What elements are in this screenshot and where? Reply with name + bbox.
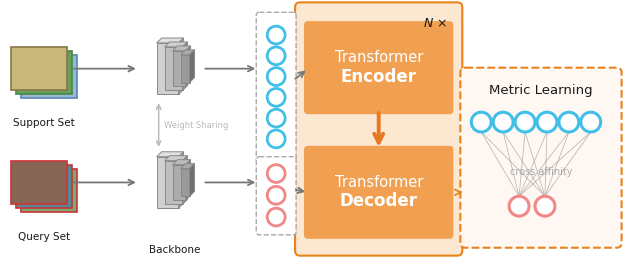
Polygon shape <box>185 160 190 200</box>
Polygon shape <box>178 152 183 208</box>
Polygon shape <box>156 152 183 157</box>
Text: $N$ ×: $N$ × <box>423 17 448 30</box>
Circle shape <box>471 112 491 132</box>
Circle shape <box>267 88 285 106</box>
Text: Transformer: Transformer <box>334 50 423 65</box>
Circle shape <box>537 112 557 132</box>
Text: Weight Sharing: Weight Sharing <box>163 121 228 129</box>
Polygon shape <box>165 42 188 47</box>
Polygon shape <box>173 46 190 51</box>
FancyBboxPatch shape <box>165 161 183 204</box>
Circle shape <box>267 109 285 127</box>
Polygon shape <box>190 50 195 82</box>
FancyBboxPatch shape <box>180 168 190 196</box>
Polygon shape <box>156 38 183 43</box>
FancyBboxPatch shape <box>460 68 622 248</box>
Polygon shape <box>180 164 195 168</box>
FancyBboxPatch shape <box>295 2 463 256</box>
FancyBboxPatch shape <box>256 12 296 162</box>
Circle shape <box>515 112 535 132</box>
Polygon shape <box>190 164 195 196</box>
Text: cross affinity: cross affinity <box>510 167 572 177</box>
FancyBboxPatch shape <box>16 165 72 208</box>
Text: Query Set: Query Set <box>18 232 70 242</box>
Circle shape <box>535 196 555 216</box>
Circle shape <box>267 68 285 86</box>
Polygon shape <box>165 156 188 161</box>
Polygon shape <box>183 156 188 204</box>
Circle shape <box>581 112 601 132</box>
FancyBboxPatch shape <box>156 157 178 208</box>
Circle shape <box>493 112 513 132</box>
Polygon shape <box>185 46 190 87</box>
Text: Encoder: Encoder <box>341 68 417 86</box>
FancyBboxPatch shape <box>16 51 72 94</box>
FancyBboxPatch shape <box>21 55 77 98</box>
FancyBboxPatch shape <box>256 157 296 235</box>
Text: Transformer: Transformer <box>334 175 423 190</box>
Polygon shape <box>183 42 188 90</box>
Polygon shape <box>180 50 195 55</box>
Circle shape <box>509 196 529 216</box>
FancyBboxPatch shape <box>173 51 185 87</box>
FancyBboxPatch shape <box>304 21 453 114</box>
Circle shape <box>559 112 579 132</box>
FancyBboxPatch shape <box>304 146 453 239</box>
Circle shape <box>267 165 285 183</box>
FancyBboxPatch shape <box>173 165 185 200</box>
Text: Backbone: Backbone <box>149 245 200 255</box>
Text: Decoder: Decoder <box>340 192 418 210</box>
FancyBboxPatch shape <box>21 168 77 212</box>
FancyBboxPatch shape <box>11 161 67 204</box>
Circle shape <box>267 208 285 226</box>
Circle shape <box>267 186 285 204</box>
Circle shape <box>267 130 285 148</box>
Polygon shape <box>173 160 190 165</box>
Text: Metric Learning: Metric Learning <box>489 84 593 97</box>
FancyBboxPatch shape <box>11 47 67 90</box>
Circle shape <box>267 26 285 44</box>
Text: Support Set: Support Set <box>13 118 75 128</box>
Circle shape <box>267 47 285 65</box>
Polygon shape <box>178 38 183 94</box>
FancyBboxPatch shape <box>165 47 183 90</box>
FancyBboxPatch shape <box>156 43 178 94</box>
FancyBboxPatch shape <box>180 55 190 82</box>
